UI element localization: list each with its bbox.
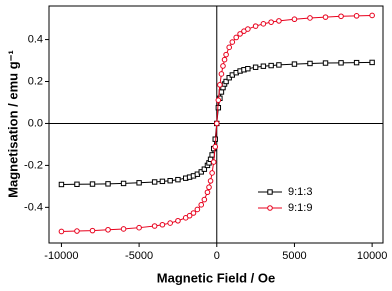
data-point <box>58 181 65 188</box>
data-point <box>151 179 158 185</box>
data-point <box>105 181 111 187</box>
legend-label: 9:1:3 <box>288 186 312 198</box>
x-axis-title: Magnetic Field / Oe <box>157 270 275 285</box>
data-point <box>307 15 313 21</box>
data-point <box>353 59 360 66</box>
data-point <box>198 169 204 175</box>
data-point <box>209 152 215 158</box>
data-point <box>291 16 298 23</box>
data-point <box>212 143 219 150</box>
data-point <box>226 75 232 81</box>
data-point <box>291 61 298 67</box>
y-tick-label: 0.2 <box>28 75 43 87</box>
data-point <box>217 82 223 88</box>
legend-marker <box>267 189 273 195</box>
data-point <box>233 34 239 41</box>
x-tick-label: -10000 <box>44 250 78 262</box>
y-tick-label: -0.4 <box>24 201 43 213</box>
data-point <box>74 228 80 234</box>
x-tick-label: 10000 <box>357 250 388 262</box>
x-tick-label: 5000 <box>282 250 306 262</box>
y-axis-title: Magnetisation / emu g⁻¹ <box>5 50 20 198</box>
data-point <box>159 178 166 185</box>
data-point <box>218 71 225 77</box>
data-point <box>120 180 127 187</box>
data-point <box>369 12 375 19</box>
data-point <box>220 63 226 69</box>
data-point <box>221 56 228 63</box>
y-tick-label: 0.0 <box>28 117 43 129</box>
data-point <box>229 39 236 45</box>
data-point <box>151 223 158 229</box>
data-point <box>167 178 173 184</box>
data-point <box>175 176 181 183</box>
y-tick-label: -0.2 <box>24 159 43 171</box>
data-point <box>237 31 243 37</box>
data-point <box>276 62 282 68</box>
data-point <box>209 170 215 176</box>
data-point <box>213 120 220 127</box>
data-point <box>276 18 282 24</box>
data-point <box>218 89 225 95</box>
data-point <box>223 78 229 85</box>
data-point <box>369 59 375 66</box>
legend-marker <box>267 205 273 211</box>
data-point <box>307 60 313 67</box>
data-point <box>245 66 251 72</box>
data-point <box>58 228 65 235</box>
data-point <box>268 19 274 25</box>
data-point <box>245 26 251 32</box>
data-point <box>74 181 80 187</box>
data-point <box>260 21 267 27</box>
data-point <box>175 217 181 224</box>
data-point <box>194 206 201 213</box>
data-point <box>322 60 329 66</box>
x-tick-label: -5000 <box>125 250 153 262</box>
data-point <box>89 181 96 187</box>
data-point <box>226 44 233 51</box>
data-point <box>338 60 344 66</box>
data-point <box>252 23 259 29</box>
data-point <box>89 227 96 234</box>
data-point <box>136 180 142 186</box>
legend-label: 9:1:9 <box>288 202 312 214</box>
data-point <box>338 13 344 20</box>
data-point <box>120 226 127 232</box>
data-point <box>201 196 208 203</box>
x-tick-label: 0 <box>214 250 220 262</box>
data-point <box>167 220 173 226</box>
y-tick-label: 0.4 <box>28 33 43 45</box>
data-point <box>159 221 166 228</box>
data-point <box>190 210 197 216</box>
data-point <box>210 159 217 165</box>
data-point <box>322 14 329 20</box>
data-point <box>215 97 222 103</box>
data-point <box>268 62 274 69</box>
data-point <box>198 202 205 208</box>
data-point <box>136 224 142 231</box>
data-point <box>204 189 211 196</box>
data-point <box>252 64 259 70</box>
data-point <box>206 184 212 191</box>
data-point <box>201 166 208 172</box>
data-point <box>353 13 360 19</box>
data-point <box>207 178 214 184</box>
data-point <box>223 51 229 58</box>
data-point <box>260 63 267 69</box>
data-point <box>105 226 111 233</box>
plot-frame <box>48 5 384 244</box>
data-point <box>186 212 193 219</box>
